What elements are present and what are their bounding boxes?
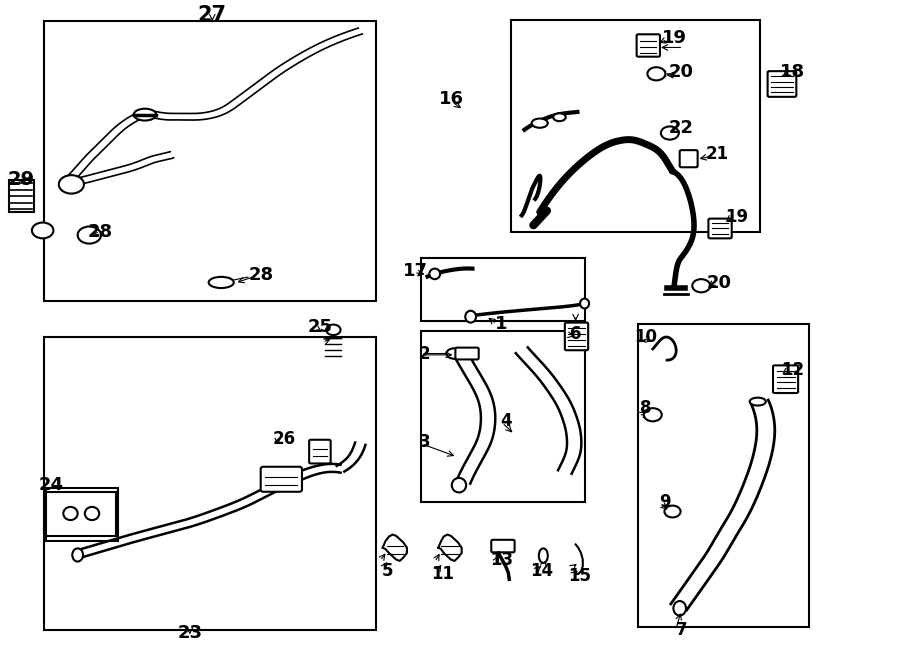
Ellipse shape <box>85 507 99 520</box>
FancyBboxPatch shape <box>491 540 515 553</box>
Text: 4: 4 <box>500 412 511 430</box>
FancyBboxPatch shape <box>455 348 479 360</box>
Text: 19: 19 <box>725 208 749 226</box>
Text: 3: 3 <box>419 434 431 451</box>
Ellipse shape <box>465 311 476 323</box>
FancyBboxPatch shape <box>680 150 698 167</box>
Ellipse shape <box>554 113 566 121</box>
Circle shape <box>692 279 710 292</box>
Text: 21: 21 <box>706 145 729 163</box>
Ellipse shape <box>532 118 548 128</box>
FancyBboxPatch shape <box>636 34 660 57</box>
Text: 23: 23 <box>177 624 202 642</box>
Bar <box>511 20 760 232</box>
Ellipse shape <box>580 299 590 309</box>
Text: 9: 9 <box>660 492 671 511</box>
FancyBboxPatch shape <box>708 219 732 239</box>
Text: 28: 28 <box>87 223 112 241</box>
Bar <box>421 258 585 321</box>
FancyBboxPatch shape <box>565 323 589 350</box>
Text: 16: 16 <box>439 90 464 108</box>
Bar <box>421 330 585 502</box>
Circle shape <box>664 506 680 518</box>
Text: 18: 18 <box>780 63 806 81</box>
Text: 28: 28 <box>249 266 274 284</box>
Circle shape <box>58 175 84 194</box>
Bar <box>44 21 376 301</box>
Text: 7: 7 <box>676 621 688 639</box>
Text: 25: 25 <box>308 318 332 336</box>
Text: 2: 2 <box>419 344 431 362</box>
Ellipse shape <box>539 549 548 563</box>
Text: 11: 11 <box>431 565 454 583</box>
Bar <box>638 324 809 627</box>
Text: 6: 6 <box>570 325 581 343</box>
Ellipse shape <box>673 601 686 615</box>
Text: 15: 15 <box>569 567 591 585</box>
Text: 27: 27 <box>198 5 227 24</box>
FancyBboxPatch shape <box>261 467 302 492</box>
Ellipse shape <box>446 348 463 359</box>
Bar <box>9 180 33 212</box>
Circle shape <box>644 408 662 421</box>
Text: 24: 24 <box>38 476 63 494</box>
Text: 10: 10 <box>634 328 657 346</box>
Circle shape <box>647 67 665 81</box>
Circle shape <box>32 223 53 239</box>
Text: 20: 20 <box>706 274 732 292</box>
Text: 14: 14 <box>530 562 554 580</box>
Text: 19: 19 <box>662 28 687 46</box>
Text: 29: 29 <box>7 170 35 188</box>
Text: 22: 22 <box>669 119 694 137</box>
FancyBboxPatch shape <box>768 71 796 97</box>
Ellipse shape <box>750 398 766 406</box>
Ellipse shape <box>452 478 466 492</box>
Bar <box>46 488 118 541</box>
FancyBboxPatch shape <box>773 366 798 393</box>
Ellipse shape <box>134 108 157 120</box>
Text: 20: 20 <box>669 63 694 81</box>
Text: 5: 5 <box>382 562 393 580</box>
Ellipse shape <box>326 325 340 335</box>
Text: 8: 8 <box>640 399 652 417</box>
FancyBboxPatch shape <box>309 440 330 463</box>
Text: 1: 1 <box>495 315 508 333</box>
Circle shape <box>661 126 679 139</box>
Text: 17: 17 <box>403 262 428 280</box>
Text: 13: 13 <box>491 551 514 568</box>
Ellipse shape <box>209 277 234 288</box>
Ellipse shape <box>72 549 83 562</box>
Circle shape <box>77 227 101 244</box>
Bar <box>44 337 376 630</box>
Bar <box>46 492 116 536</box>
Ellipse shape <box>429 268 440 279</box>
Text: 12: 12 <box>781 361 805 379</box>
Ellipse shape <box>63 507 77 520</box>
Text: 26: 26 <box>273 430 295 448</box>
